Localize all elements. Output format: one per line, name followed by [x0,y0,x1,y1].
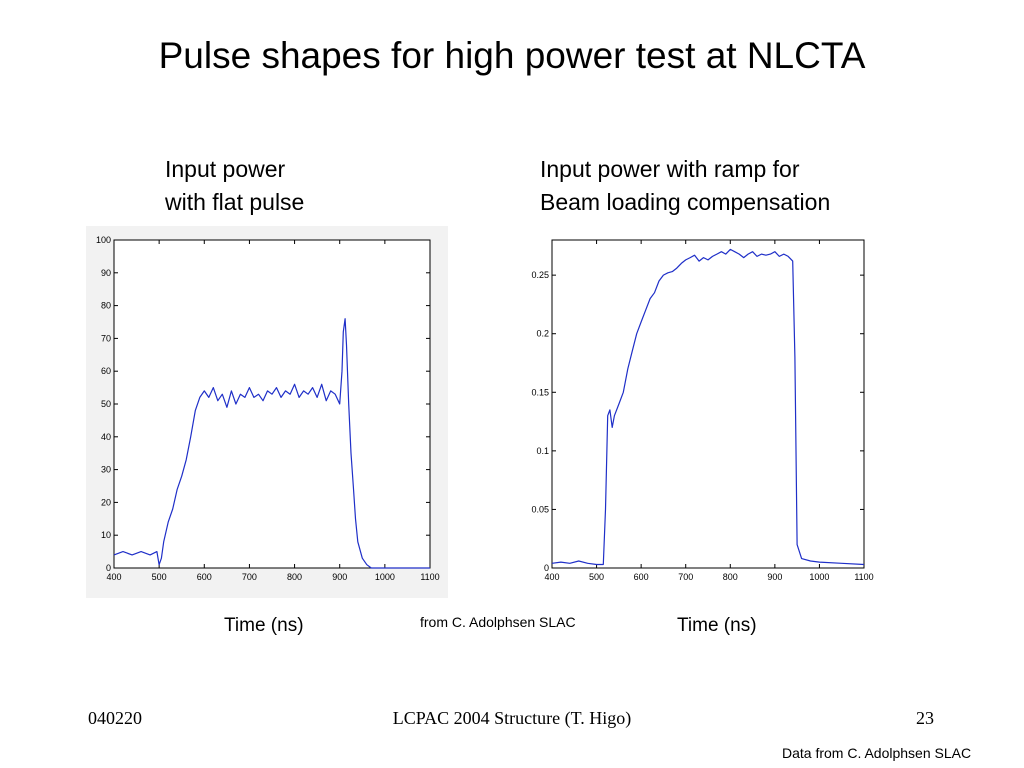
y-tick-label: 10 [101,530,111,540]
right-caption-line-2: Beam loading compensation [540,189,831,215]
x-tick-label: 1100 [854,572,873,582]
right-caption-line-1: Input power with ramp for [540,156,800,182]
left-caption-line-2: with flat pulse [165,189,305,215]
x-tick-label: 700 [242,572,257,582]
x-tick-label: 600 [634,572,649,582]
flat-pulse-chart: 400 500 600 700 800 900 1000 1100 0 10 20 30 40 50 60 7… [86,226,448,598]
plot-area [113,239,431,569]
y-tick-label: 30 [101,465,111,475]
y-tick-label: 0.2 [536,329,549,339]
ramp-pulse-chart: 400 500 600 700 800 900 1000 1100 0 0.05 0.1 0.15 0.… [531,239,874,582]
y-tick-label: 80 [101,301,111,311]
series-line [551,248,865,566]
x-tick-label: 1000 [375,572,395,582]
footer-center: LCPAC 2004 Structure (T. Higo) [392,708,632,728]
y-tick-label: 0 [544,563,549,573]
x-tick-label: 400 [544,572,559,582]
x-tick-label: 800 [723,572,738,582]
y-tick-label: 20 [101,497,111,507]
x-tick-label: 600 [197,572,212,582]
corner-credit: Data from C. Adolphsen SLAC [782,745,972,761]
y-tick-label: 100 [96,235,111,245]
x-tick-label: 1000 [809,572,829,582]
footer-page-number: 23 [916,708,934,728]
left-caption-line-1: Input power [165,156,286,182]
y-tick-label: 0.15 [531,387,549,397]
y-tick-label: 0 [106,563,111,573]
x-tick-label: 900 [767,572,782,582]
x-tick-label: 500 [589,572,604,582]
y-tick-label: 50 [101,399,111,409]
x-tick-label: 400 [106,572,121,582]
y-tick-label: 40 [101,432,111,442]
left-x-axis-label: Time (ns) [224,615,304,636]
footer-date: 040220 [88,708,142,728]
x-tick-label: 500 [152,572,167,582]
slide-title: Pulse shapes for high power test at NLCT… [158,35,866,76]
x-tick-label: 700 [678,572,693,582]
y-tick-label: 90 [101,268,111,278]
y-tick-label: 0.25 [531,270,549,280]
right-chart-caption: Input power with ramp for Beam loading c… [540,153,830,219]
middle-credit: from C. Adolphsen SLAC [420,614,576,630]
plot-area [551,239,865,569]
x-tick-label: 900 [332,572,347,582]
series-line [113,318,430,569]
left-chart-caption: Input power with flat pulse [165,153,304,219]
y-tick-label: 60 [101,366,111,376]
y-tick-label: 0.05 [531,504,549,514]
y-tick-label: 0.1 [536,446,549,456]
x-tick-label: 800 [287,572,302,582]
y-tick-label: 70 [101,333,111,343]
right-x-axis-label: Time (ns) [677,615,757,636]
x-tick-label: 1100 [420,572,439,582]
